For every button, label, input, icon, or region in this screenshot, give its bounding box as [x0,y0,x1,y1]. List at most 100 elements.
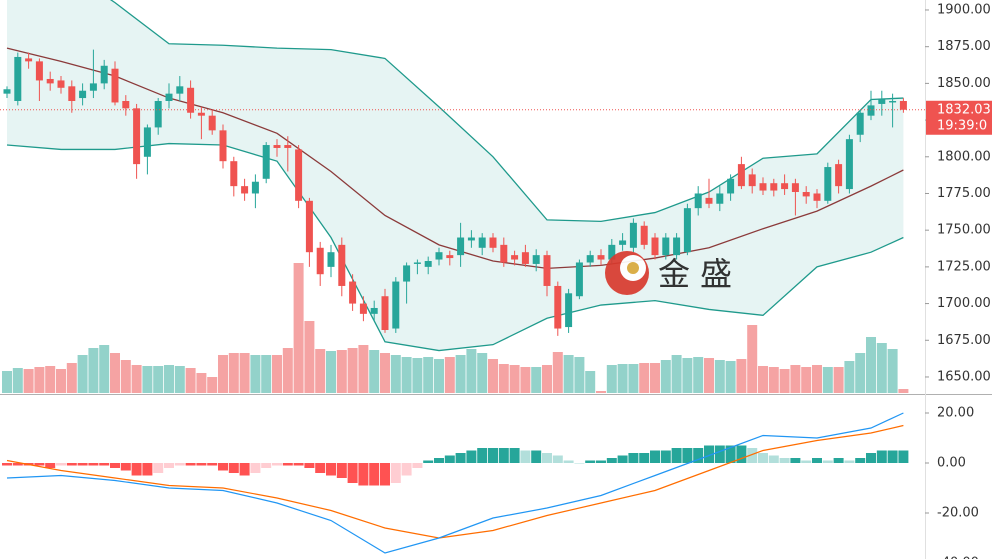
macd-histogram-bar [617,455,628,463]
candle-body [662,237,670,256]
volume-bar [110,353,120,393]
macd-histogram-bar [693,448,704,463]
candle-body [262,145,270,179]
candle-body [176,86,184,94]
macd-histogram-bar [650,450,660,463]
volume-bar [542,365,552,393]
candle-body [46,78,54,84]
macd-histogram-bar [34,463,45,466]
candle-body [878,99,886,104]
volume-bar [401,357,412,393]
candle-body [295,149,303,201]
candle-body [79,90,87,99]
candle-body [413,262,421,264]
macd-histogram-bar [660,450,671,463]
volume-bar [844,361,855,393]
candle-body [478,237,486,248]
y-tick-label: 20.00 [937,406,974,421]
y-tick-label: 1725.00 [937,259,991,274]
volume-bar [682,358,693,393]
candle-body [68,86,76,101]
macd-histogram-bar [142,463,153,476]
macd-histogram-bar [758,453,768,463]
volume-bar [142,366,153,393]
macd-histogram-bar [304,463,315,468]
volume-bar [369,350,380,393]
candle-body [251,181,259,194]
macd-histogram-bar [56,463,66,466]
macd-histogram-bar [887,450,898,463]
macd-histogram-bar [412,463,423,468]
candle-body [813,193,821,201]
candle-body [305,200,313,253]
macd-histogram-bar [520,450,531,463]
macd-histogram-bar [768,455,779,463]
candle-body [467,237,475,241]
volume-bar [477,353,488,393]
candle-body [759,183,767,191]
price-axis: 1650.00 1675.00 1700.00 1725.00 1750.00 1775.… [925,2,992,559]
candle-body [640,225,648,245]
volume-bar [293,263,304,393]
macd-histogram-bar [585,460,596,463]
band-upper [109,0,904,223]
macd-histogram-bar [380,463,390,486]
macd-histogram-bar [466,450,477,463]
candle-body [867,105,875,116]
candle-body [565,293,573,328]
band-lower [6,142,904,352]
macd-histogram-bar [866,453,876,463]
volume-bar [801,367,812,393]
volume-bar [617,364,628,393]
macd-histogram-bar [444,455,455,463]
macd-histogram-bar [574,463,585,464]
candle-body [597,255,605,260]
volume-bar [272,355,282,393]
candle-body [208,115,216,131]
macd-histogram-bar [88,463,99,466]
volume-bar [574,357,585,393]
volume-bar [99,345,110,393]
macd-histogram-bar [434,458,444,463]
volume-bar [131,365,142,393]
macd-histogram-bar [628,453,639,463]
candle-body [381,296,389,330]
candle-body [457,237,465,256]
candle-body [57,80,65,88]
macd-histogram-bar [455,453,466,463]
candle-body [521,252,529,264]
band-fill [7,0,904,351]
macd-histogram-bar [725,445,736,463]
volume-bar [34,367,45,393]
candle-body [899,100,907,110]
candle-body [392,281,400,329]
volume-bar [45,366,56,393]
macd-histogram-bar [261,463,272,468]
macd-histogram-bar [369,463,380,486]
macd-histogram-bar [790,458,801,463]
candle-body [359,303,367,314]
price-pane [0,0,925,393]
volume-bar [671,355,682,393]
volume-bar [185,368,196,393]
macd-histogram-bar [131,463,142,476]
volume-bar [282,348,293,393]
candle-body [619,240,627,245]
y-tick-label: 1875.00 [937,39,991,54]
volume-bar [444,357,455,393]
candle-body [111,68,119,103]
candle-body [845,139,853,190]
volume-bar [164,365,174,393]
volume-bar [196,373,207,393]
volume-bar [174,366,185,393]
candle-body [770,183,778,191]
band-middle [6,47,904,269]
candle-body [889,100,897,103]
candle-body [489,237,497,248]
macd-histogram-bar [704,445,714,463]
candle-body [727,178,735,194]
volume-bar [77,355,88,393]
macd-histogram-bar [401,463,412,476]
macd-histogram-bar [390,463,401,483]
volume-bar [768,367,779,393]
